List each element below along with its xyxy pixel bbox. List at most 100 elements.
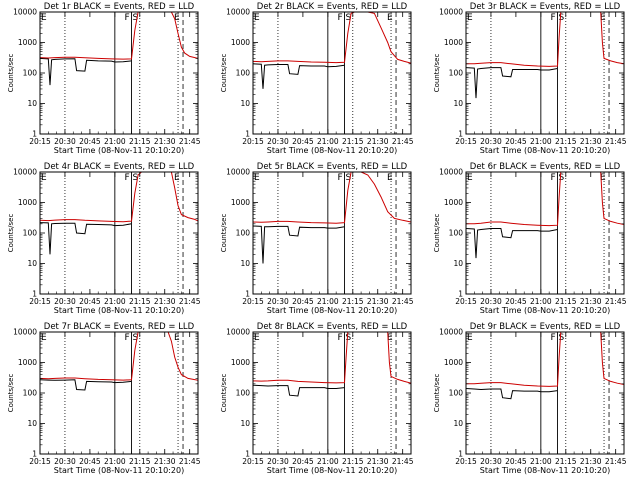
y-tick-label: 1000 xyxy=(18,38,37,47)
x-tick-label: 20:30 xyxy=(54,137,76,146)
chart-title: Det 1r BLACK = Events, RED = LLD xyxy=(44,2,195,12)
lld-series-line xyxy=(600,332,624,385)
y-axis-label: Counts/sec xyxy=(7,374,15,413)
flag-label: E xyxy=(387,13,393,23)
flag-label: E xyxy=(174,333,180,343)
flag-label: E xyxy=(600,173,606,183)
x-tick-label: 20:15 xyxy=(455,457,477,466)
lld-series-line xyxy=(600,12,624,65)
flag-label: E xyxy=(600,13,606,23)
x-tick-label: 20:45 xyxy=(79,457,101,466)
y-tick-label: 10000 xyxy=(439,168,463,177)
plot-frame xyxy=(465,171,625,295)
y-tick-label: 10 xyxy=(453,99,463,108)
x-tick-label: 21:00 xyxy=(530,137,552,146)
x-tick-label: 21:45 xyxy=(605,457,627,466)
events-series-line xyxy=(40,379,132,391)
flag-label: S xyxy=(558,173,564,183)
x-tick-label: 20:15 xyxy=(455,297,477,306)
flag-label: S xyxy=(132,333,138,343)
flag-label: F xyxy=(550,173,555,183)
flag-label: E xyxy=(174,173,180,183)
y-tick-label: 10 xyxy=(27,419,37,428)
flag-label: F xyxy=(337,13,342,23)
flag-label: E xyxy=(467,13,473,23)
flag-label: S xyxy=(132,173,138,183)
x-tick-label: 21:30 xyxy=(367,137,389,146)
flag-label: E xyxy=(254,333,260,343)
flag-label: S xyxy=(345,13,351,23)
events-series-line xyxy=(466,67,558,99)
x-axis-label: Start Time (08-Nov-11 20:10:20) xyxy=(480,466,610,475)
y-tick-label: 100 xyxy=(449,69,464,78)
events-series-line xyxy=(40,222,132,255)
y-tick-label: 1 xyxy=(32,450,37,459)
plot-frame xyxy=(252,11,412,135)
y-axis-label: Counts/sec xyxy=(433,214,441,253)
y-tick-label: 1000 xyxy=(18,358,37,367)
y-tick-label: 10000 xyxy=(439,328,463,337)
chart-title: Det 3r BLACK = Events, RED = LLD xyxy=(470,2,621,12)
y-tick-label: 1 xyxy=(32,130,37,139)
y-axis-label: Counts/sec xyxy=(220,54,228,93)
y-tick-label: 100 xyxy=(449,229,464,238)
x-tick-label: 20:30 xyxy=(54,297,76,306)
x-axis-label: Start Time (08-Nov-11 20:10:20) xyxy=(54,306,184,315)
x-tick-label: 21:00 xyxy=(317,457,339,466)
lld-series-line xyxy=(466,12,562,67)
x-axis-label: Start Time (08-Nov-11 20:10:20) xyxy=(480,306,610,315)
y-tick-label: 1 xyxy=(245,290,250,299)
events-series-line xyxy=(466,388,558,400)
plot-frame xyxy=(465,11,625,135)
events-series-line xyxy=(253,63,345,89)
y-tick-label: 10000 xyxy=(439,8,463,17)
y-axis-label: Counts/sec xyxy=(7,54,15,93)
x-tick-label: 21:30 xyxy=(367,457,389,466)
flag-label: F xyxy=(124,173,129,183)
y-tick-label: 10000 xyxy=(13,328,37,337)
x-tick-label: 21:15 xyxy=(555,457,577,466)
x-tick-label: 21:30 xyxy=(580,297,602,306)
flag-label: F xyxy=(550,333,555,343)
flag-label: E xyxy=(254,13,260,23)
x-tick-label: 21:15 xyxy=(342,457,364,466)
lld-series-line xyxy=(360,172,411,223)
y-axis-label: Counts/sec xyxy=(433,54,441,93)
x-tick-label: 21:15 xyxy=(129,137,151,146)
lld-series-line xyxy=(253,12,355,64)
y-tick-label: 1000 xyxy=(444,198,463,207)
plot-frame xyxy=(39,331,199,455)
flag-label: E xyxy=(254,173,260,183)
x-tick-label: 21:15 xyxy=(555,137,577,146)
lld-series-line xyxy=(253,172,355,224)
x-tick-label: 20:45 xyxy=(505,297,527,306)
x-tick-label: 21:00 xyxy=(530,457,552,466)
y-tick-label: 1000 xyxy=(18,198,37,207)
x-tick-label: 20:15 xyxy=(29,297,51,306)
flag-label: F xyxy=(337,333,342,343)
x-tick-label: 20:30 xyxy=(267,297,289,306)
y-tick-label: 100 xyxy=(23,229,38,238)
y-tick-label: 100 xyxy=(23,69,38,78)
y-tick-label: 1 xyxy=(458,450,463,459)
y-tick-label: 1 xyxy=(458,130,463,139)
y-tick-label: 100 xyxy=(236,229,251,238)
y-tick-label: 10 xyxy=(27,99,37,108)
events-series-line xyxy=(253,384,345,397)
y-tick-label: 1000 xyxy=(231,38,250,47)
flag-label: E xyxy=(41,13,47,23)
y-tick-label: 10000 xyxy=(226,168,250,177)
y-tick-label: 10000 xyxy=(13,168,37,177)
x-tick-label: 20:30 xyxy=(480,137,502,146)
x-axis-label: Start Time (08-Nov-11 20:10:20) xyxy=(267,466,397,475)
x-tick-label: 20:30 xyxy=(267,457,289,466)
y-axis-label: Counts/sec xyxy=(433,374,441,413)
x-tick-label: 21:00 xyxy=(530,297,552,306)
plot-frame xyxy=(39,171,199,295)
x-tick-label: 21:15 xyxy=(129,297,151,306)
flag-label: F xyxy=(124,13,129,23)
